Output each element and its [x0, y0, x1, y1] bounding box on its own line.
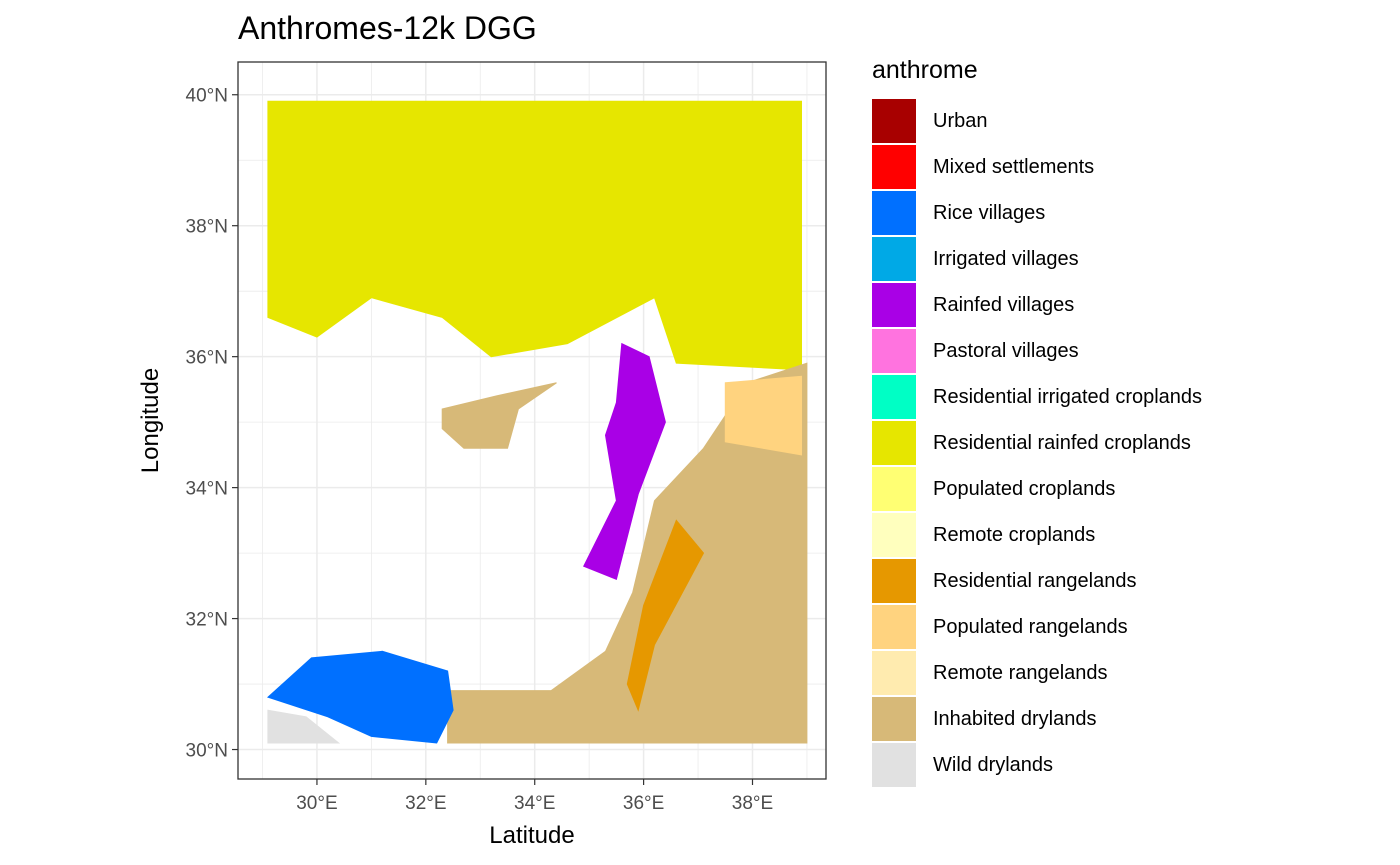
x-tick-label: 36°E	[623, 793, 664, 814]
legend-item: Residential irrigated croplands	[872, 374, 1202, 420]
legend-label: Urban	[933, 109, 988, 132]
legend-item: Residential rainfed croplands	[872, 420, 1202, 466]
y-tick-label: 34°N	[186, 479, 228, 500]
y-tick-label: 38°N	[186, 217, 228, 238]
legend-item: Remote rangelands	[872, 650, 1202, 696]
map-regions	[266, 100, 808, 744]
legend-swatch	[872, 743, 916, 787]
region-inhabited-drylands	[447, 362, 808, 744]
chart-title: Anthromes-12k DGG	[238, 10, 537, 46]
legend-item: Irrigated villages	[872, 236, 1202, 282]
legend-item: Pastoral villages	[872, 328, 1202, 374]
legend-label: Residential irrigated croplands	[933, 385, 1203, 408]
legend-swatch	[872, 651, 916, 695]
legend-swatch	[872, 375, 916, 419]
legend-swatch	[872, 467, 916, 511]
region-rainfed-villages	[583, 342, 666, 580]
y-tick-label: 30°N	[186, 741, 228, 762]
region-inhabited-drylands	[441, 382, 557, 449]
legend-label: Rainfed villages	[933, 293, 1075, 316]
legend-label: Populated croplands	[933, 477, 1116, 500]
legend-swatch	[872, 697, 916, 741]
legend-item: Rainfed villages	[872, 282, 1202, 328]
legend-item: Mixed settlements	[872, 144, 1202, 190]
legend-item: Wild drylands	[872, 742, 1202, 788]
legend-swatch	[872, 191, 916, 235]
axis-ticks: 30°E 32°E 34°E 36°E 38°E 30°N 32°N 34°N 36°N 38°N…	[186, 86, 774, 814]
legend-swatch	[872, 145, 916, 189]
map-plot: 30°E 32°E 34°E 36°E 38°E 30°N 32°N 34°N 36°N 38°N…	[137, 61, 827, 849]
legend-swatch	[872, 99, 916, 143]
x-tick-label: 38°E	[732, 793, 773, 814]
legend: anthrome Urban Mixed settlements Rice vill…	[872, 54, 1202, 788]
legend-swatch	[872, 421, 916, 465]
x-axis-title: Latitude	[489, 822, 574, 849]
legend-item: Rice villages	[872, 190, 1202, 236]
panel-border	[237, 61, 827, 780]
legend-swatch	[872, 513, 916, 557]
legend-label: Wild drylands	[933, 753, 1054, 776]
x-tick-label: 30°E	[296, 793, 337, 814]
legend-item: Inhabited drylands	[872, 696, 1202, 742]
x-tick-label: 34°E	[514, 793, 555, 814]
legend-label: Irrigated villages	[933, 247, 1079, 270]
legend-label: Populated rangelands	[933, 615, 1128, 638]
legend-swatch	[872, 329, 916, 373]
region-rice-villages	[266, 650, 454, 744]
legend-label: Residential rainfed croplands	[933, 431, 1191, 454]
region-residential-rainfed-croplands	[267, 100, 802, 371]
legend-item: Populated rangelands	[872, 604, 1202, 650]
x-tick-label: 32°E	[405, 793, 446, 814]
region-wild-drylands	[267, 709, 341, 744]
legend-label: Pastoral villages	[933, 339, 1079, 362]
legend-item: Remote croplands	[872, 512, 1202, 558]
legend-label: Residential rangelands	[933, 569, 1137, 592]
y-axis-title: Longitude	[137, 368, 164, 473]
region-residential-rangelands	[626, 519, 705, 712]
y-tick-label: 40°N	[186, 86, 228, 107]
legend-item: Urban	[872, 98, 1202, 144]
legend-item: Populated croplands	[872, 466, 1202, 512]
legend-swatch	[872, 559, 916, 603]
legend-label: Remote croplands	[933, 523, 1096, 546]
legend-swatch	[872, 237, 916, 281]
region-populated-rangelands	[724, 375, 802, 456]
legend-label: Mixed settlements	[933, 155, 1095, 178]
y-tick-label: 36°N	[186, 348, 228, 369]
legend-label: Inhabited drylands	[933, 707, 1097, 730]
legend-swatch	[872, 283, 916, 327]
legend-label: Rice villages	[933, 201, 1046, 224]
legend-swatch	[872, 605, 916, 649]
legend-title: anthrome	[872, 56, 978, 84]
y-tick-label: 32°N	[186, 610, 228, 631]
legend-label: Remote rangelands	[933, 661, 1108, 684]
legend-items: Urban Mixed settlements Rice villages Irrig…	[872, 98, 1202, 788]
legend-item: Residential rangelands	[872, 558, 1202, 604]
